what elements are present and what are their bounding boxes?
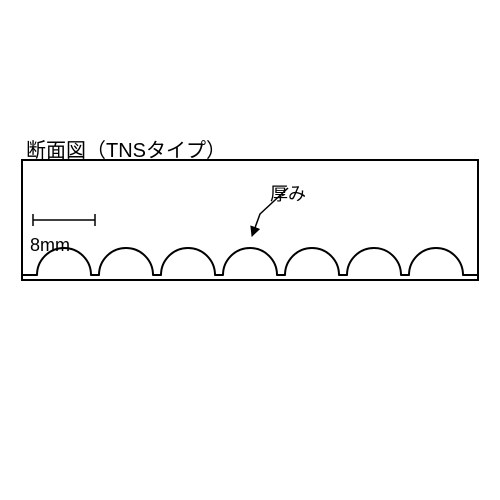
cross-section-svg: [0, 0, 500, 500]
diagram-title: 断面図（TNSタイプ）: [26, 134, 226, 163]
diagram-canvas: 断面図（TNSタイプ） 8mm 厚み: [0, 0, 500, 500]
thickness-label: 厚み: [270, 180, 306, 206]
pitch-label: 8mm: [30, 235, 70, 256]
